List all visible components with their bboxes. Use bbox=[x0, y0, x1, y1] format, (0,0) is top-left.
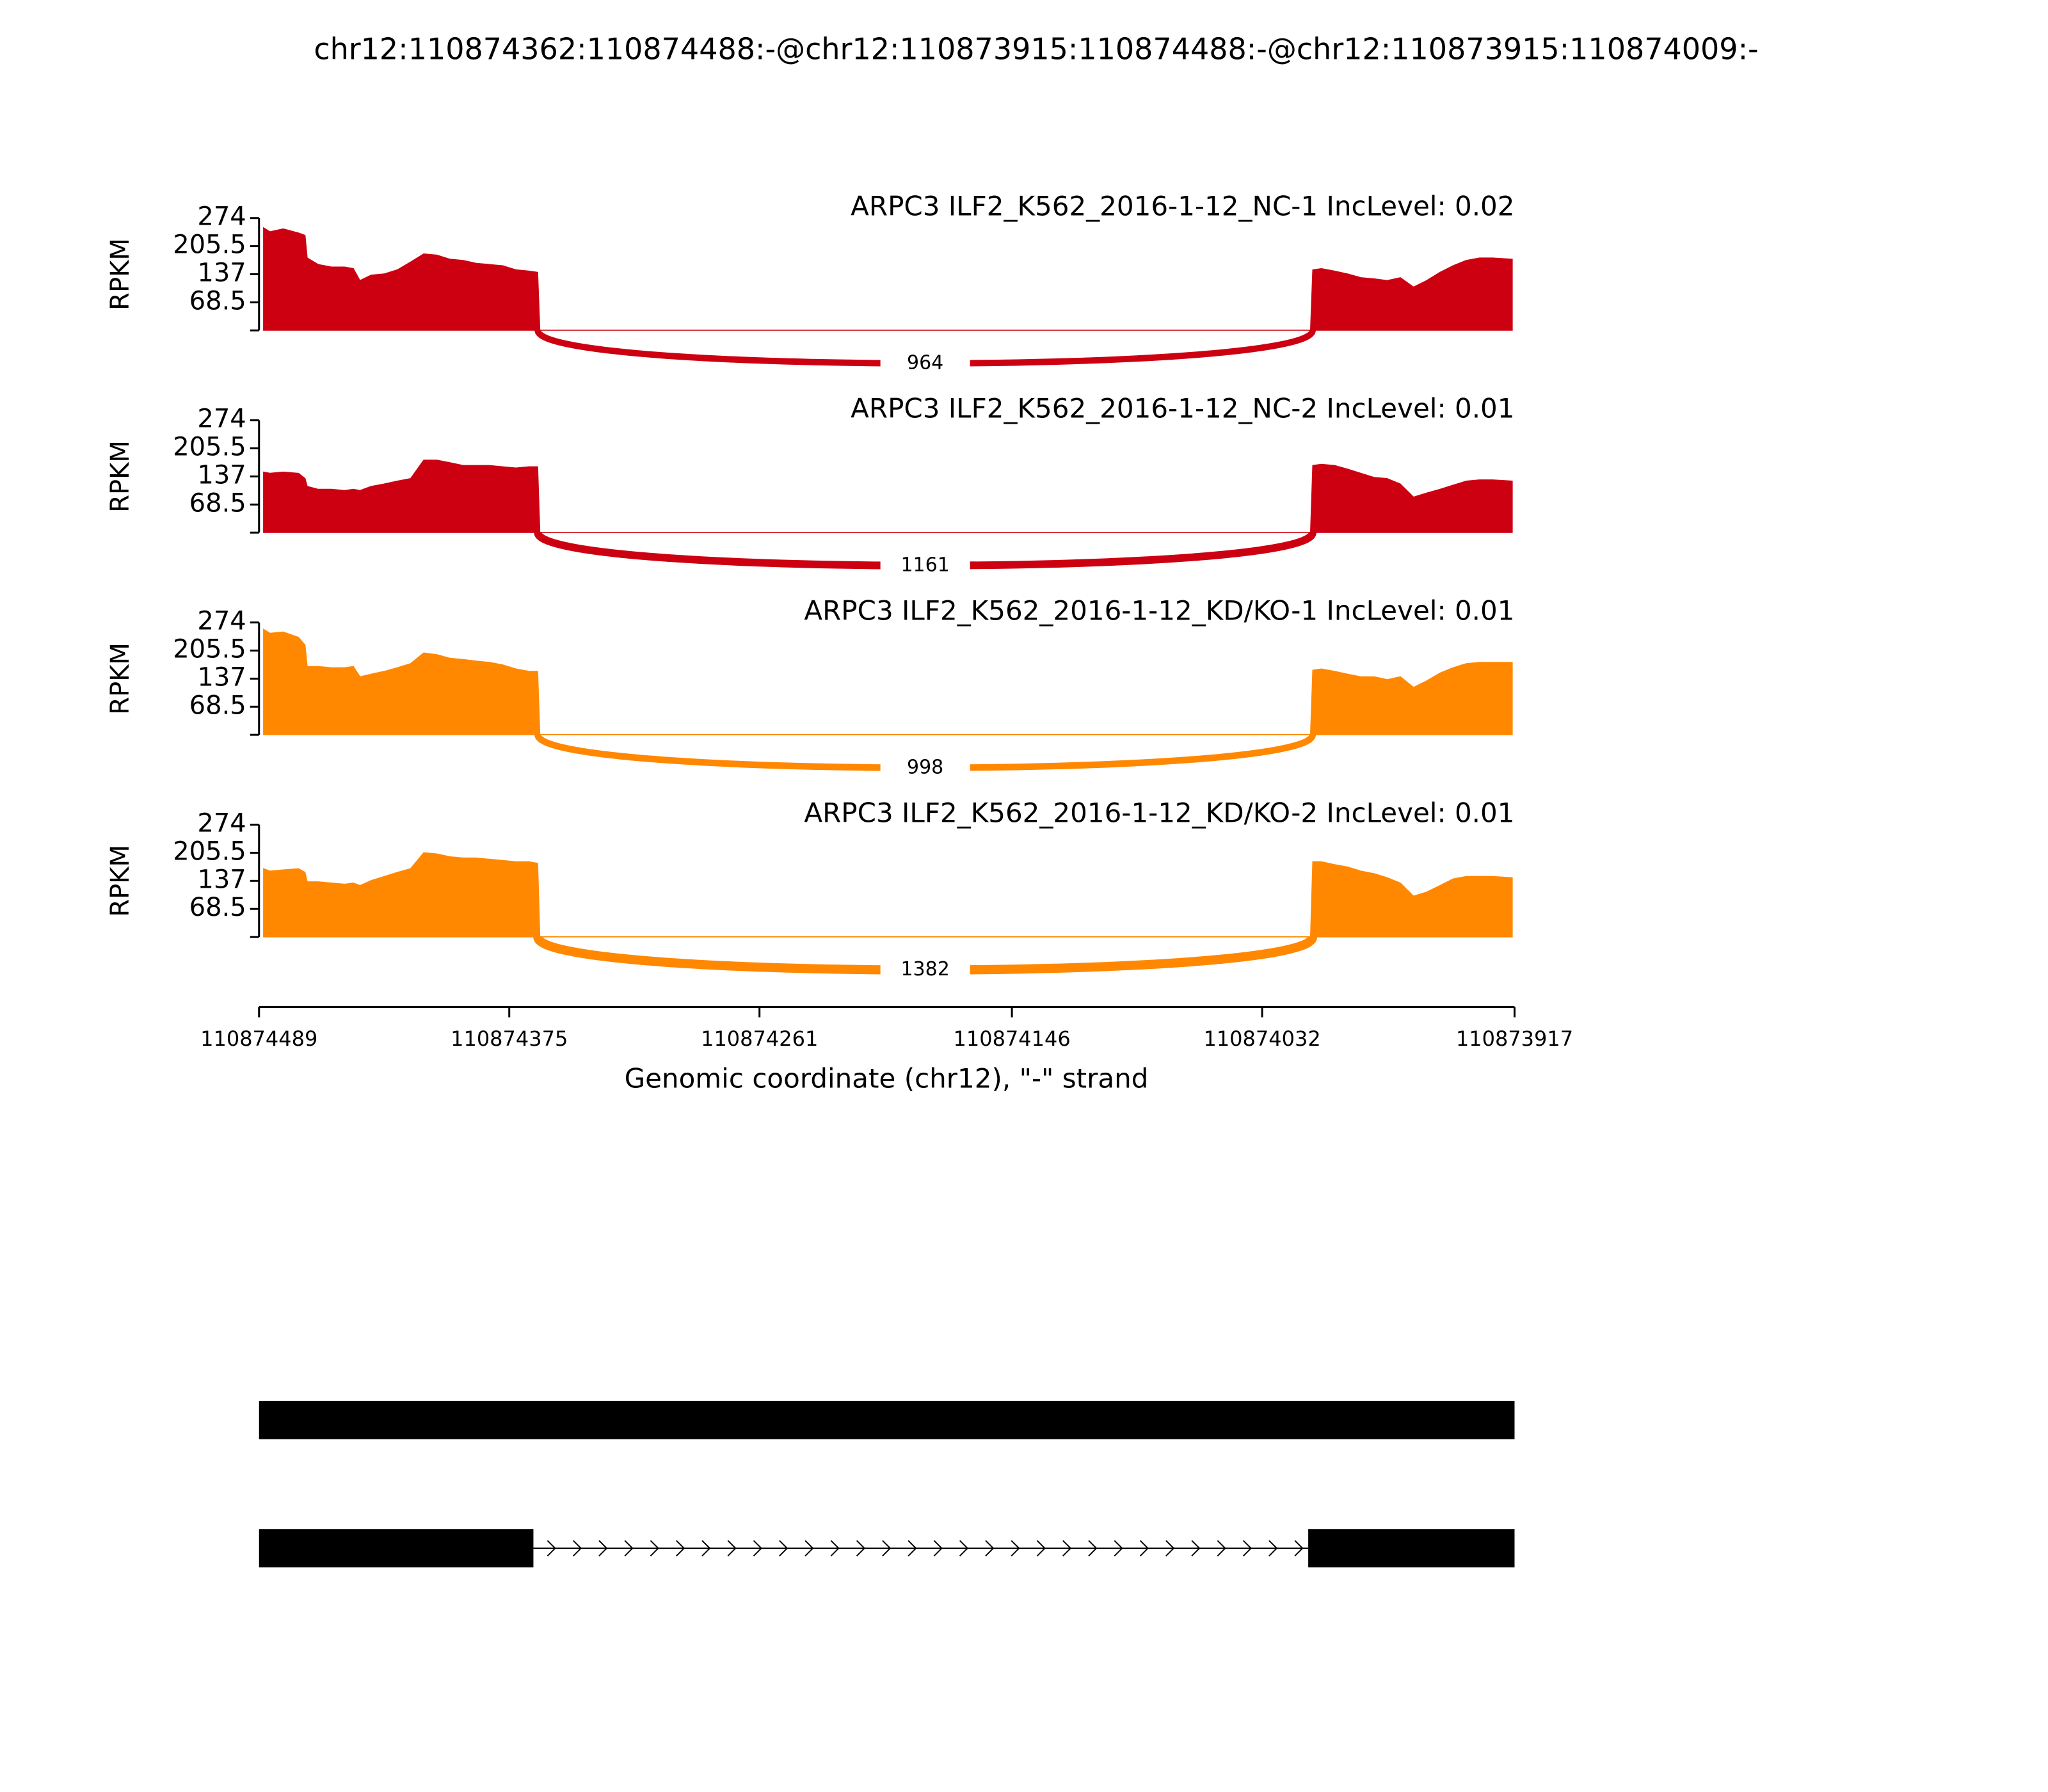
y-tick-label: 137 bbox=[197, 460, 246, 490]
intron-chevron bbox=[959, 1540, 969, 1556]
intron-chevron bbox=[573, 1540, 582, 1556]
track-label: ARPC3 ILF2_K562_2016-1-12_NC-1 IncLevel:… bbox=[851, 191, 1514, 222]
y-tick-label: 137 bbox=[197, 662, 246, 692]
x-tick-label: 110873917 bbox=[1456, 1027, 1573, 1051]
intron-chevron bbox=[830, 1540, 840, 1556]
coverage-area bbox=[263, 227, 1513, 331]
junction-label-box bbox=[880, 755, 970, 781]
track-label: ARPC3 ILF2_K562_2016-1-12_KD/KO-2 IncLev… bbox=[804, 797, 1514, 829]
intron-chevron bbox=[1165, 1540, 1175, 1556]
y-tick-label: 68.5 bbox=[189, 488, 246, 518]
exon bbox=[1308, 1529, 1515, 1568]
intron-chevron bbox=[1191, 1540, 1201, 1556]
y-tick-label: 274 bbox=[197, 809, 246, 838]
coverage-area bbox=[263, 460, 1513, 533]
exon bbox=[259, 1529, 534, 1568]
intron-chevron bbox=[598, 1540, 608, 1556]
junction-label-box bbox=[880, 552, 970, 579]
junction-label-box bbox=[880, 350, 970, 376]
intron-chevron bbox=[1062, 1540, 1072, 1556]
intron-chevron bbox=[727, 1540, 737, 1556]
x-axis-title: Genomic coordinate (chr12), "-" strand bbox=[625, 1063, 1149, 1094]
x-tick-label: 110874032 bbox=[1203, 1027, 1320, 1051]
x-tick-label: 110874146 bbox=[953, 1027, 1070, 1051]
intron-chevron bbox=[624, 1540, 634, 1556]
intron-chevron bbox=[882, 1540, 892, 1556]
x-tick-label: 110874489 bbox=[200, 1027, 317, 1051]
intron-chevron bbox=[933, 1540, 943, 1556]
y-tick-label: 274 bbox=[197, 404, 246, 434]
y-tick-label: 68.5 bbox=[189, 893, 246, 922]
y-tick-label: 205.5 bbox=[173, 634, 246, 664]
intron-chevron bbox=[701, 1540, 711, 1556]
intron-chevron bbox=[753, 1540, 762, 1556]
y-tick-label: 68.5 bbox=[189, 286, 246, 316]
y-tick-label: 205.5 bbox=[173, 433, 246, 462]
x-tick-label: 110874261 bbox=[701, 1027, 818, 1051]
y-tick-label: 274 bbox=[197, 202, 246, 232]
y-tick-label: 137 bbox=[197, 865, 246, 894]
junction-label: 1161 bbox=[900, 554, 949, 576]
junction-label: 964 bbox=[907, 351, 943, 374]
intron-chevron bbox=[1217, 1540, 1226, 1556]
track-label: ARPC3 ILF2_K562_2016-1-12_KD/KO-1 IncLev… bbox=[804, 595, 1514, 627]
exon bbox=[259, 1400, 1515, 1439]
track-label: ARPC3 ILF2_K562_2016-1-12_NC-2 IncLevel:… bbox=[851, 393, 1514, 424]
y-tick-label: 205.5 bbox=[173, 230, 246, 260]
intron-chevron bbox=[779, 1540, 788, 1556]
intron-chevron bbox=[547, 1540, 556, 1556]
chart-title: chr12:110874362:110874488:-@chr12:110873… bbox=[314, 32, 1758, 67]
intron-chevron bbox=[1242, 1540, 1252, 1556]
coverage-area bbox=[263, 852, 1513, 938]
y-axis-title: RPKM bbox=[106, 440, 135, 513]
intron-chevron bbox=[676, 1540, 685, 1556]
junction-label: 1382 bbox=[900, 958, 949, 980]
x-tick-label: 110874375 bbox=[451, 1027, 568, 1051]
intron-chevron bbox=[1011, 1540, 1020, 1556]
coverage-area bbox=[263, 628, 1513, 735]
intron-chevron bbox=[1114, 1540, 1123, 1556]
junction-label-box bbox=[880, 957, 970, 983]
intron-chevron bbox=[1139, 1540, 1149, 1556]
intron-chevron bbox=[985, 1540, 995, 1556]
junction-label: 998 bbox=[907, 756, 943, 778]
intron-chevron bbox=[804, 1540, 814, 1556]
intron-chevron bbox=[1294, 1540, 1304, 1556]
y-axis-title: RPKM bbox=[106, 238, 135, 310]
y-tick-label: 137 bbox=[197, 258, 246, 287]
y-tick-label: 274 bbox=[197, 607, 246, 636]
intron-chevron bbox=[856, 1540, 866, 1556]
intron-chevron bbox=[1088, 1540, 1098, 1556]
intron-chevron bbox=[650, 1540, 659, 1556]
y-axis-title: RPKM bbox=[106, 643, 135, 715]
y-tick-label: 68.5 bbox=[189, 691, 246, 720]
intron-chevron bbox=[1036, 1540, 1046, 1556]
y-axis-title: RPKM bbox=[106, 845, 135, 917]
y-tick-label: 205.5 bbox=[173, 836, 246, 866]
intron-chevron bbox=[908, 1540, 917, 1556]
intron-chevron bbox=[1268, 1540, 1278, 1556]
